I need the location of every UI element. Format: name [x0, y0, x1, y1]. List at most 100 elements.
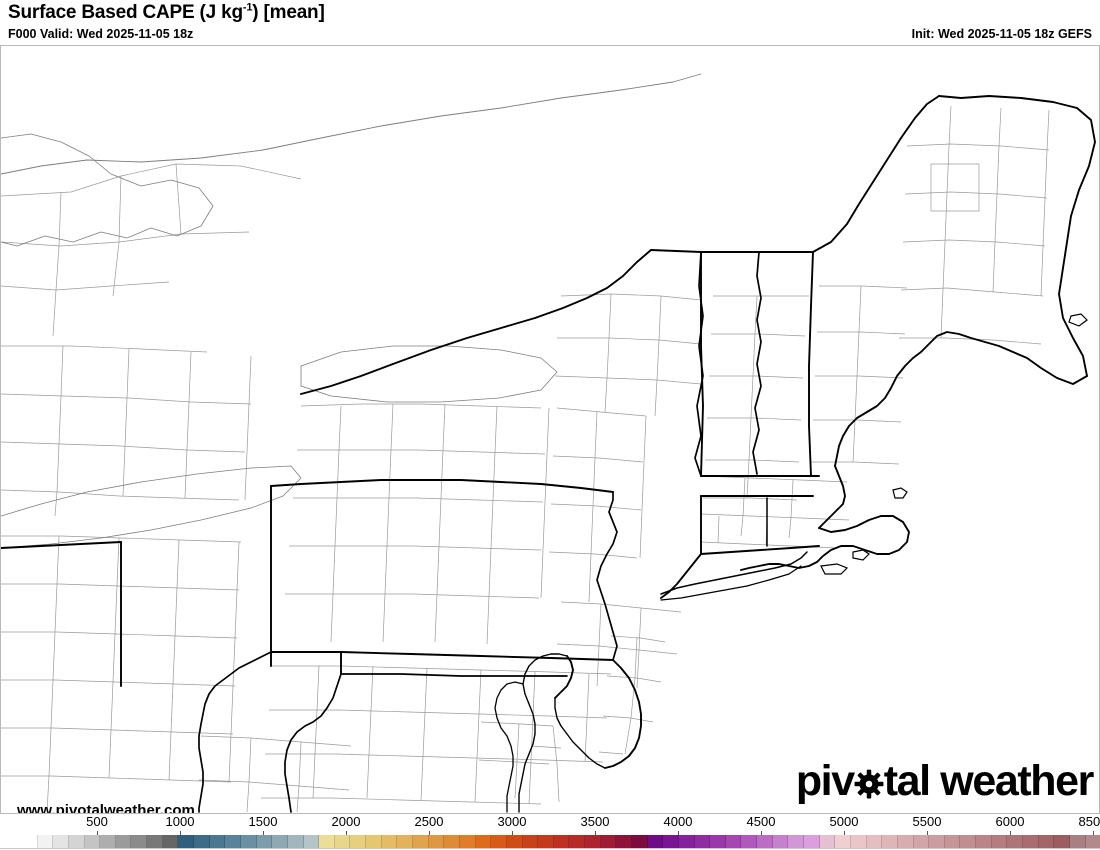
colorbar-segment [897, 835, 914, 848]
colorbar-segment [381, 835, 398, 848]
colorbar-segment [350, 835, 367, 848]
colorbar-tick [678, 831, 679, 835]
colorbar-segment [850, 835, 867, 848]
colorbar-segment [53, 835, 69, 848]
colorbar-tick-label: 1500 [248, 814, 278, 829]
colorbar-segment [600, 835, 617, 848]
colorbar-tick-label: 1000 [165, 814, 195, 829]
colorbar-segment [1023, 835, 1039, 848]
colorbar-gradient[interactable] [22, 835, 1100, 848]
colorbar-segment [585, 835, 601, 848]
site-watermark: www.pivotalweather.com [17, 802, 195, 814]
colorbar-tick [844, 831, 845, 835]
colorbar-tick [180, 831, 181, 835]
colorbar-segment [710, 835, 726, 848]
colorbar-segment [1085, 835, 1100, 848]
colorbar-tick-marks [0, 831, 1100, 835]
colorbar-segment [976, 835, 992, 848]
colorbar-segment [459, 835, 476, 848]
colorbar-segment [960, 835, 977, 848]
colorbar-segment [334, 835, 351, 848]
colorbar-segment [553, 835, 570, 848]
colorbar-tick-label: 4000 [663, 814, 693, 829]
colorbar-segment [194, 835, 210, 848]
colorbar-segment [991, 835, 1008, 848]
colorbar-tick [346, 831, 347, 835]
colorbar-segment [100, 835, 116, 848]
init-time-label: Init: Wed 2025-11-05 18z GEFS [911, 27, 1092, 41]
map-canvas[interactable]: www.pivotalweather.com piv [0, 45, 1100, 814]
colorbar-segment [944, 835, 961, 848]
colorbar-segment [178, 835, 195, 848]
logo-text-after: tal weather [883, 757, 1095, 805]
colorbar-segment [397, 835, 414, 848]
colorbar-tick-label: 5000 [829, 814, 859, 829]
colorbar-segment [647, 835, 664, 848]
colorbar-tick-label: 8500 [1078, 814, 1100, 829]
subheader-row: F000 Valid: Wed 2025-11-05 18z Init: Wed… [0, 26, 1100, 44]
colorbar-segment [835, 835, 851, 848]
colorbar-tick [1093, 831, 1094, 835]
colorbar-segment [413, 835, 429, 848]
colorbar-segment [240, 835, 257, 848]
colorbar-segment [929, 835, 945, 848]
colorbar-segment [1007, 835, 1023, 848]
colorbar-segment [538, 835, 554, 848]
colorbar-tick-label: 6000 [995, 814, 1025, 829]
colorbar-segment [428, 835, 445, 848]
colorbar-segment [694, 835, 711, 848]
colorbar-segment [772, 835, 789, 848]
colorbar-segment [256, 835, 273, 848]
colorbar-segment [1054, 835, 1070, 848]
colorbar-segment [37, 835, 54, 848]
colorbar-tick-label: 5500 [912, 814, 942, 829]
colorbar-segment [209, 835, 226, 848]
colorbar-tick-label: 2000 [331, 814, 361, 829]
map-background [1, 46, 1099, 813]
colorbar-segment [366, 835, 382, 848]
colorbar-segment [319, 835, 335, 848]
colorbar-segment [115, 835, 132, 848]
colorbar-segment [788, 835, 805, 848]
colorbar-tick [927, 831, 928, 835]
colorbar[interactable]: 500 1000 1500 2000 2500 3000 3500 4000 4500 5000 5… [0, 814, 1100, 850]
colorbar-segment [522, 835, 539, 848]
colorbar-tick-label: 3500 [580, 814, 610, 829]
colorbar-segment [882, 835, 898, 848]
colorbar-segment [225, 835, 241, 848]
gear-icon [854, 769, 884, 799]
pivotal-weather-logo: piv [796, 757, 1095, 805]
colorbar-segment [866, 835, 883, 848]
colorbar-segment [616, 835, 632, 848]
colorbar-segment [287, 835, 304, 848]
county-boundaries [1, 105, 1050, 813]
colorbar-segment [272, 835, 288, 848]
colorbar-tick-label: 3000 [497, 814, 527, 829]
colorbar-segment [631, 835, 648, 848]
colorbar-tick [595, 831, 596, 835]
colorbar-segment [913, 835, 930, 848]
colorbar-segment [1069, 835, 1086, 848]
title-superscript: -1 [242, 1, 253, 14]
colorbar-tick [263, 831, 264, 835]
title-tail-text: ) [mean] [252, 2, 325, 23]
colorbar-tick-label: 500 [86, 814, 108, 829]
colorbar-segment [444, 835, 460, 848]
colorbar-tick [429, 831, 430, 835]
map-header: Surface Based CAPE (J kg-1) [mean] F000 … [0, 0, 1100, 47]
colorbar-segment [68, 835, 85, 848]
state-boundaries [1, 73, 1096, 813]
colorbar-segment [475, 835, 492, 848]
map-geography [1, 46, 1099, 813]
colorbar-tick [761, 831, 762, 835]
colorbar-segment [1038, 835, 1055, 848]
colorbar-segment [569, 835, 586, 848]
title-row: Surface Based CAPE (J kg-1) [mean] [8, 2, 1092, 26]
page-title: Surface Based CAPE (J kg-1) [mean] [8, 2, 1092, 24]
colorbar-segment [303, 835, 320, 848]
valid-time-label: F000 Valid: Wed 2025-11-05 18z [8, 27, 194, 41]
colorbar-segment [506, 835, 523, 848]
colorbar-segment [804, 835, 820, 848]
title-main-text: Surface Based CAPE (J kg [8, 2, 243, 23]
